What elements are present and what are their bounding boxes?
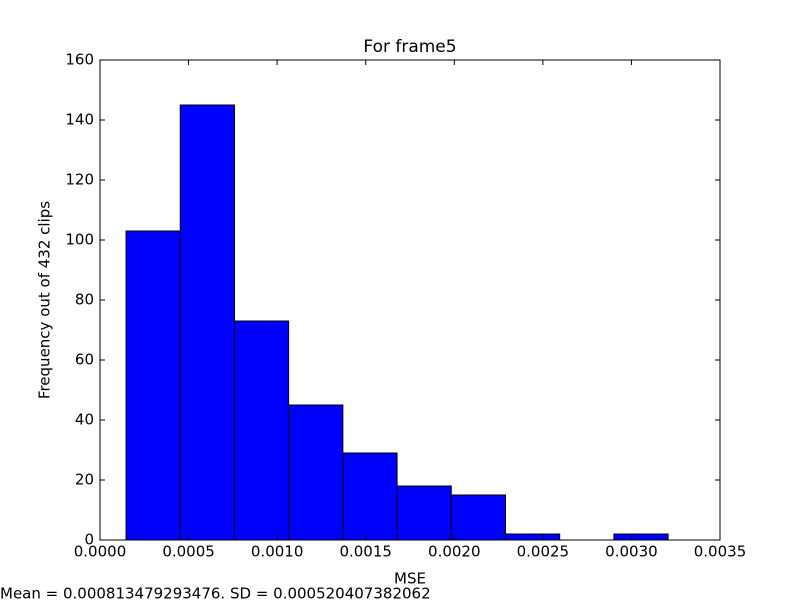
x-tick-label: 0.0020 [428, 543, 481, 561]
bar [288, 404, 344, 541]
x-axis-label: MSE [394, 570, 426, 588]
x-tick-label: 0.0000 [74, 543, 127, 561]
y-tick-label: 100 [65, 231, 94, 249]
x-tick-label: 0.0010 [251, 543, 304, 561]
y-tick-label: 20 [75, 471, 94, 489]
y-tick-label: 160 [65, 51, 94, 69]
annotation: Mean = 0.000813479293476. SD = 0.0005204… [0, 585, 431, 600]
bar [450, 494, 506, 541]
y-tick-label: 140 [65, 111, 94, 129]
x-tick-label: 0.0035 [694, 543, 747, 561]
bar [613, 533, 669, 541]
x-tick-label: 0.0005 [162, 543, 215, 561]
y-tick-label: 80 [75, 291, 94, 309]
x-tick-label: 0.0015 [339, 543, 392, 561]
bar [179, 104, 235, 541]
y-tick-label: 0 [84, 531, 94, 549]
bar [342, 452, 398, 541]
y-tick-label: 120 [65, 171, 94, 189]
y-tick-label: 60 [75, 351, 94, 369]
y-axis-label: Frequency out of 432 clips [36, 201, 54, 399]
bar [396, 485, 452, 541]
bar [504, 533, 561, 541]
bar [125, 230, 181, 541]
chart-title: For frame5 [363, 37, 456, 57]
bar [233, 320, 290, 541]
y-tick-label: 40 [75, 411, 94, 429]
x-tick-label: 0.0030 [605, 543, 658, 561]
x-tick-label: 0.0025 [517, 543, 570, 561]
